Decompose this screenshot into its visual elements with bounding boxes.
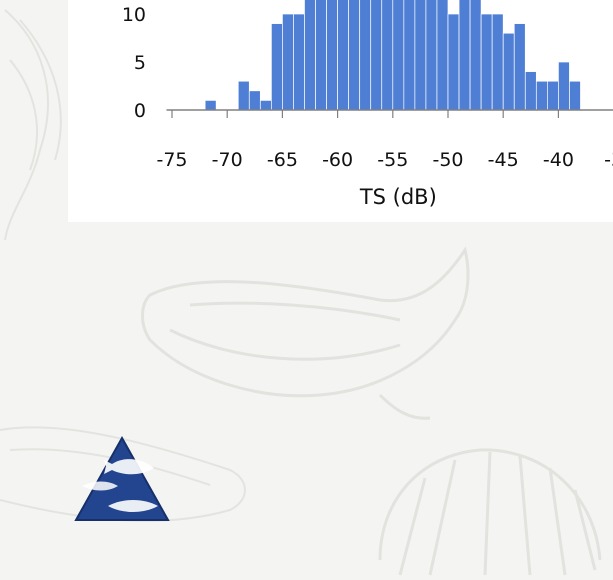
histogram-bar — [569, 80, 581, 111]
histogram-bar — [392, 0, 405, 111]
histogram-bar — [502, 32, 515, 111]
histogram-bar — [403, 0, 416, 111]
y-tick-label: 0 — [134, 100, 146, 122]
whale-illustration — [141, 246, 470, 420]
x-tick-label: -65 — [267, 149, 298, 171]
x-tick-label: -3 — [604, 149, 613, 171]
histogram-bar — [204, 100, 217, 111]
histogram-bar — [282, 13, 294, 111]
x-tick-label: -40 — [543, 149, 574, 171]
logo-fish-lower-icon — [108, 500, 158, 512]
histogram-bar — [425, 0, 438, 111]
histogram-bar — [304, 0, 316, 111]
histogram-bar — [248, 90, 261, 111]
histogram-bar — [414, 0, 427, 111]
histogram-bar — [359, 0, 372, 111]
histogram-bar — [271, 23, 283, 111]
y-tick-label: 5 — [134, 52, 146, 74]
histogram-bar — [524, 71, 537, 111]
histogram-bar — [458, 0, 471, 111]
x-tick-label: -55 — [377, 149, 408, 171]
histogram-bar — [370, 0, 383, 111]
histogram-panel: -75 -70 -65 -60 -55 -50 -45 -40 -3 0 5 10 TS (dB) — [68, 0, 613, 222]
x-tick-label: -60 — [322, 149, 353, 171]
histogram-bar — [348, 0, 361, 111]
histogram-bar — [337, 0, 349, 111]
y-tick-label: 10 — [122, 4, 146, 26]
histogram-bar — [469, 0, 482, 111]
bars-group — [204, 0, 581, 111]
histogram-bar — [480, 13, 493, 111]
x-ticks-group: -75 -70 -65 -60 -55 -50 -45 -40 -3 — [156, 110, 613, 171]
scallop-shell-illustration — [378, 448, 602, 576]
histogram-bar — [259, 100, 272, 111]
y-ticks-group: 0 5 10 — [122, 4, 146, 122]
x-tick-label: -50 — [432, 149, 463, 171]
logo-fish-upper-icon — [104, 459, 154, 475]
histogram-bar — [558, 61, 570, 111]
histogram-bar — [491, 13, 504, 111]
histogram-bar — [447, 13, 460, 111]
histogram-bar — [513, 23, 526, 111]
histogram-bar — [293, 13, 305, 111]
x-axis-title: TS (dB) — [359, 185, 437, 209]
histogram-bar — [315, 0, 327, 111]
histogram-chart: -75 -70 -65 -60 -55 -50 -45 -40 -3 0 5 10 TS (dB) — [122, 0, 613, 209]
histogram-bar — [326, 0, 338, 111]
logo-triangle-shape — [74, 435, 170, 521]
histogram-bar — [436, 0, 449, 111]
logo-fish-left-icon — [82, 481, 118, 491]
triangle-fish-logo — [74, 435, 170, 521]
histogram-bar — [535, 80, 548, 111]
histogram-bar — [237, 80, 250, 111]
x-tick-label: -70 — [212, 149, 243, 171]
x-tick-label: -45 — [488, 149, 519, 171]
x-tick-label: -75 — [156, 149, 187, 171]
histogram-bar — [381, 0, 394, 111]
histogram-bar — [547, 80, 559, 111]
